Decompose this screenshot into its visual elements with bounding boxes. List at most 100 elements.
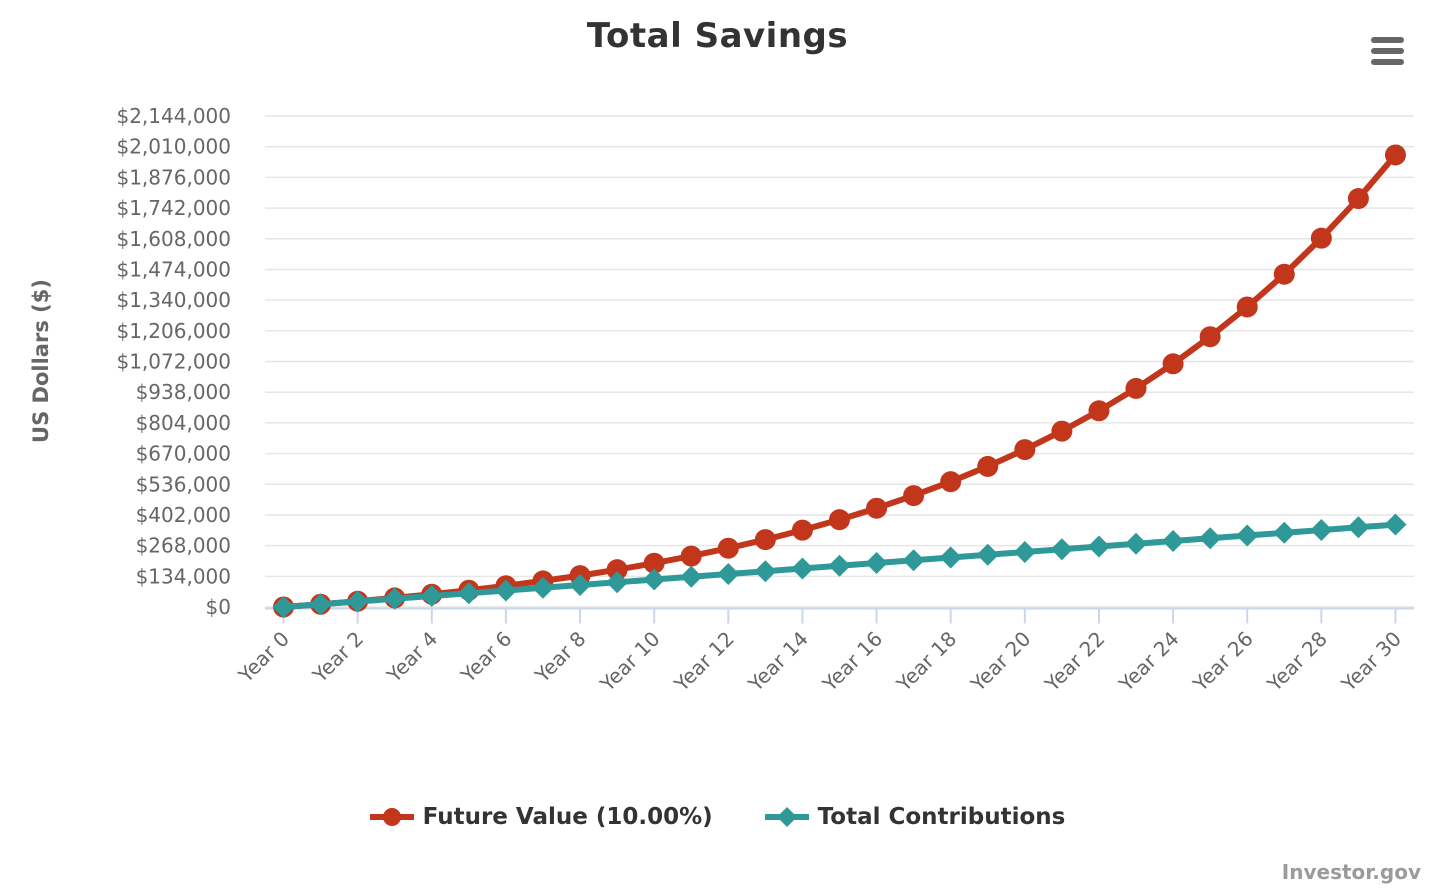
credits-link[interactable]: Investor.gov [1281,860,1421,884]
data-point-total-contributions[interactable] [383,587,406,610]
data-point-future-value[interactable] [1051,420,1073,442]
data-point-total-contributions[interactable] [1236,524,1259,547]
data-point-future-value[interactable] [1384,144,1406,166]
x-tick-label: Year 16 [817,627,887,697]
y-gridlines [265,115,1414,608]
data-point-future-value[interactable] [1125,377,1147,399]
data-point-total-contributions[interactable] [791,557,814,580]
data-point-future-value[interactable] [866,497,888,519]
legend-marker-diamond-icon [764,807,809,827]
y-tick-label: $536,000 [136,472,231,496]
legend-item-total-contributions[interactable]: Total Contributions [764,804,1066,830]
y-tick-label: $402,000 [136,503,231,527]
data-point-total-contributions[interactable] [1199,527,1222,550]
y-tick-label: $2,010,000 [116,135,231,159]
legend-marker-symbol [776,807,797,827]
data-point-total-contributions[interactable] [1162,530,1185,553]
y-tick-label: $268,000 [136,534,231,558]
data-point-total-contributions[interactable] [1050,538,1073,561]
data-point-total-contributions[interactable] [643,568,666,591]
y-tick-label: $1,474,000 [116,257,231,281]
x-tick-label: Year 20 [965,627,1035,697]
legend-item-future-value[interactable]: Future Value (10.00%) [369,804,713,830]
x-tick-label: Year 2 [307,627,368,688]
data-point-future-value[interactable] [1236,296,1258,318]
y-tick-label: $938,000 [136,380,231,404]
data-point-total-contributions[interactable] [606,571,629,594]
data-point-total-contributions[interactable] [272,596,295,618]
data-point-total-contributions[interactable] [976,543,999,566]
x-tick-label: Year 12 [669,627,739,697]
data-point-total-contributions[interactable] [494,579,517,602]
chart-context-menu-button[interactable] [1371,31,1406,71]
data-point-total-contributions[interactable] [1087,535,1110,558]
data-point-total-contributions[interactable] [717,563,740,586]
data-point-total-contributions[interactable] [754,560,777,583]
data-point-total-contributions[interactable] [531,576,554,599]
y-tick-label: $1,340,000 [116,288,231,312]
data-point-future-value[interactable] [606,559,628,581]
y-tick-label: $134,000 [136,564,231,588]
data-point-total-contributions[interactable] [680,565,703,588]
legend-item-label: Total Contributions [817,804,1066,830]
x-tick-label: Year 28 [1262,627,1332,697]
x-tick-label: Year 24 [1114,627,1184,697]
data-point-future-value[interactable] [1273,263,1295,285]
data-point-future-value[interactable] [1199,326,1221,348]
x-axis-ticks [282,608,1397,624]
data-point-future-value[interactable] [977,455,999,477]
y-tick-label: $804,000 [136,411,231,435]
x-axis-labels: Year 0 Year 2 Year 4 Year 6 Year 8 Year 10 Yea… [233,627,1406,697]
data-point-future-value[interactable] [1310,227,1332,249]
data-point-total-contributions[interactable] [457,582,480,605]
y-tick-label: $1,608,000 [116,227,231,251]
data-point-future-value[interactable] [1162,353,1184,375]
data-point-future-value[interactable] [903,485,925,507]
data-point-future-value[interactable] [829,509,850,531]
x-tick-label: Year 0 [233,627,294,688]
data-point-total-contributions[interactable] [902,549,925,572]
x-tick-label: Year 30 [1336,627,1406,697]
data-point-future-value[interactable] [791,519,813,541]
legend-marker-circle-icon [369,808,414,826]
y-tick-label: $670,000 [136,442,231,466]
data-point-total-contributions[interactable] [1013,541,1036,564]
y-axis-labels: $0 $134,000 $268,000 $402,000 $536,000 $670,0… [116,104,231,619]
data-point-total-contributions[interactable] [569,574,592,597]
data-point-future-value[interactable] [1088,400,1110,422]
data-point-future-value[interactable] [1014,439,1036,461]
y-tick-label: $2,144,000 [116,104,231,128]
chart-title: Total Savings [586,16,849,56]
y-tick-label: $1,206,000 [116,319,231,343]
data-point-total-contributions[interactable] [865,552,888,575]
data-point-total-contributions[interactable] [346,590,369,613]
x-tick-label: Year 10 [595,627,665,697]
x-tick-label: Year 6 [455,627,516,688]
data-point-future-value[interactable] [754,529,776,551]
data-point-future-value[interactable] [940,471,962,493]
x-tick-label: Year 26 [1188,627,1258,697]
x-tick-label: Year 8 [529,627,590,688]
data-point-future-value[interactable] [1347,188,1369,210]
data-point-total-contributions[interactable] [1384,513,1407,536]
series-future-value [273,144,1406,618]
data-point-total-contributions[interactable] [309,593,332,616]
y-tick-label: $0 [206,595,231,619]
data-point-future-value[interactable] [680,545,702,567]
data-point-total-contributions[interactable] [420,585,443,608]
x-tick-label: Year 4 [381,627,442,688]
data-point-total-contributions[interactable] [939,546,962,569]
data-point-future-value[interactable] [717,537,739,559]
y-axis-title: US Dollars ($) [29,279,53,443]
data-point-total-contributions[interactable] [828,554,851,577]
x-tick-label: Year 22 [1039,627,1109,697]
data-point-future-value[interactable] [643,552,665,574]
legend-marker-symbol [382,808,401,826]
hamburger-icon [1371,37,1406,65]
data-point-total-contributions[interactable] [1347,516,1370,539]
data-point-total-contributions[interactable] [1310,519,1333,542]
data-point-total-contributions[interactable] [1125,532,1148,555]
data-point-total-contributions[interactable] [1273,521,1296,544]
x-tick-label: Year 14 [743,627,813,697]
